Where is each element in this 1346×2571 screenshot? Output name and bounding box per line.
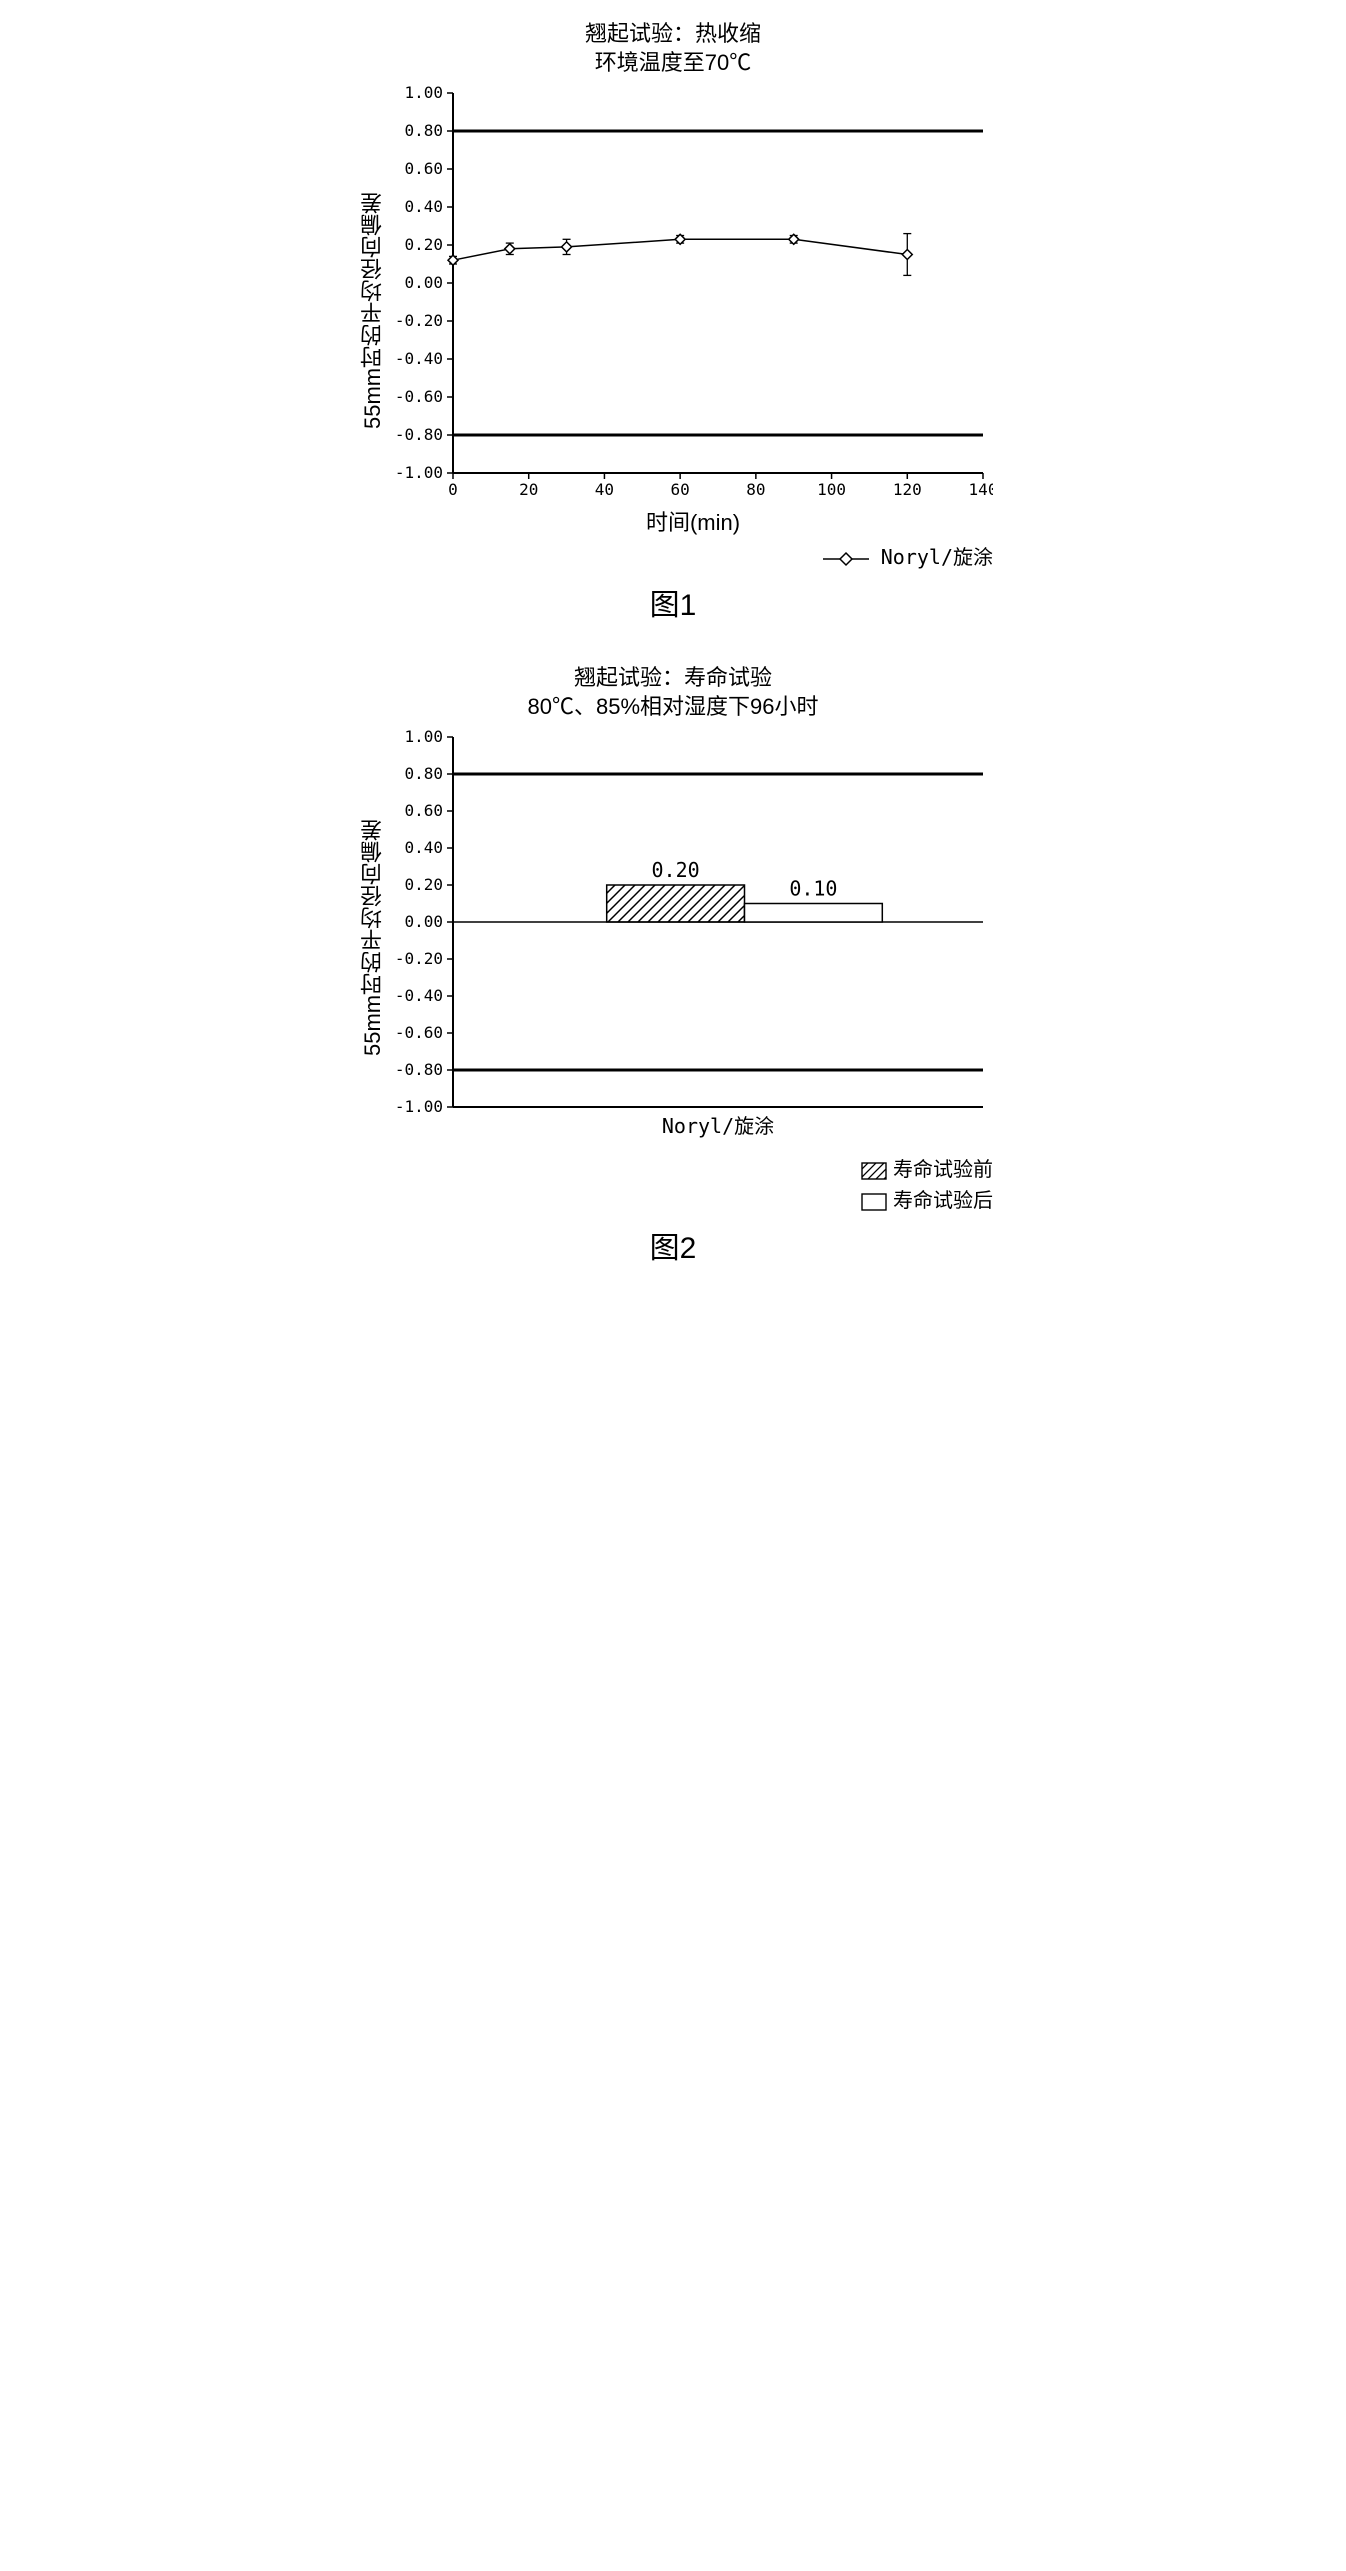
svg-text:0: 0 — [448, 480, 458, 499]
fig2-title: 翘起试验：寿命试验 80℃、85%相对湿度下96小时 — [353, 664, 993, 721]
svg-text:40: 40 — [595, 480, 614, 499]
fig2-chart-area: 55mm时的平均径向偏差 -1.00 -0.80 -0.60 -0.40 -0.20 0.… — [353, 727, 993, 1147]
fig1-ylabel: 55mm时的平均径向偏差 — [353, 83, 393, 537]
svg-text:-0.40: -0.40 — [395, 349, 443, 368]
svg-text:Noryl/旋涂: Noryl/旋涂 — [662, 1114, 774, 1138]
svg-text:0.40: 0.40 — [404, 838, 443, 857]
svg-text:-0.80: -0.80 — [395, 425, 443, 444]
fig2-ylabel: 55mm时的平均径向偏差 — [353, 727, 393, 1147]
svg-text:80: 80 — [746, 480, 765, 499]
fig1-legend-label: Noryl/旋涂 — [881, 545, 993, 569]
svg-text:0.80: 0.80 — [404, 764, 443, 783]
svg-text:0.20: 0.20 — [652, 858, 700, 882]
svg-text:1.00: 1.00 — [404, 83, 443, 102]
fig2-label: 图2 — [353, 1223, 993, 1267]
fig1-title: 翘起试验：热收缩 环境温度至70℃ — [353, 20, 993, 77]
fig2-legend-after-label: 寿命试验后 — [893, 1190, 993, 1212]
svg-text:0.20: 0.20 — [404, 235, 443, 254]
svg-text:0.60: 0.60 — [404, 159, 443, 178]
fig2-legend-before-label: 寿命试验前 — [893, 1159, 993, 1181]
svg-text:-0.60: -0.60 — [395, 387, 443, 406]
svg-text:0.20: 0.20 — [404, 875, 443, 894]
svg-text:0.60: 0.60 — [404, 801, 443, 820]
fig1-title-line2: 环境温度至70℃ — [595, 50, 751, 75]
svg-text:100: 100 — [817, 480, 846, 499]
svg-text:20: 20 — [519, 480, 538, 499]
svg-text:0.00: 0.00 — [404, 273, 443, 292]
fig2-title-line1: 翘起试验：寿命试验 — [574, 665, 772, 690]
svg-text:60: 60 — [671, 480, 690, 499]
svg-text:120: 120 — [893, 480, 922, 499]
fig2-legend-after: 寿命试验后 — [353, 1184, 993, 1213]
svg-text:0.10: 0.10 — [789, 877, 837, 901]
fig1-xlabel: 时间(min) — [393, 505, 993, 537]
fig2-title-line2: 80℃、85%相对湿度下96小时 — [528, 694, 819, 719]
fig1-legend: Noryl/旋涂 — [353, 541, 993, 570]
fig2-legend-before: 寿命试验前 — [353, 1153, 993, 1182]
fig1-title-line1: 翘起试验：热收缩 — [585, 21, 761, 46]
svg-text:-1.00: -1.00 — [395, 463, 443, 482]
fig1-label: 图1 — [353, 580, 993, 624]
figure-1: 翘起试验：热收缩 环境温度至70℃ 55mm时的平均径向偏差 -1.00 -0.8… — [353, 20, 993, 624]
svg-text:-0.60: -0.60 — [395, 1023, 443, 1042]
svg-text:-0.20: -0.20 — [395, 311, 443, 330]
fig2-plot: -1.00 -0.80 -0.60 -0.40 -0.20 0.00 0.20 0.40 0.6… — [393, 727, 993, 1147]
svg-text:-1.00: -1.00 — [395, 1097, 443, 1116]
svg-text:-0.40: -0.40 — [395, 986, 443, 1005]
svg-text:0.40: 0.40 — [404, 197, 443, 216]
fig2-legend: 寿命试验前 寿命试验后 — [353, 1153, 993, 1213]
fig1-plot: -1.00 -0.80 -0.60 -0.40 -0.20 0.00 0.20 0.40 0.6… — [393, 83, 993, 537]
svg-text:1.00: 1.00 — [404, 727, 443, 746]
svg-text:0.00: 0.00 — [404, 912, 443, 931]
svg-text:-0.20: -0.20 — [395, 949, 443, 968]
figure-2: 翘起试验：寿命试验 80℃、85%相对湿度下96小时 55mm时的平均径向偏差 … — [353, 664, 993, 1267]
svg-text:-0.80: -0.80 — [395, 1060, 443, 1079]
svg-text:0.80: 0.80 — [404, 121, 443, 140]
fig1-chart-area: 55mm时的平均径向偏差 -1.00 -0.80 -0.60 -0.40 -0.20 0.… — [353, 83, 993, 537]
svg-text:140: 140 — [969, 480, 993, 499]
